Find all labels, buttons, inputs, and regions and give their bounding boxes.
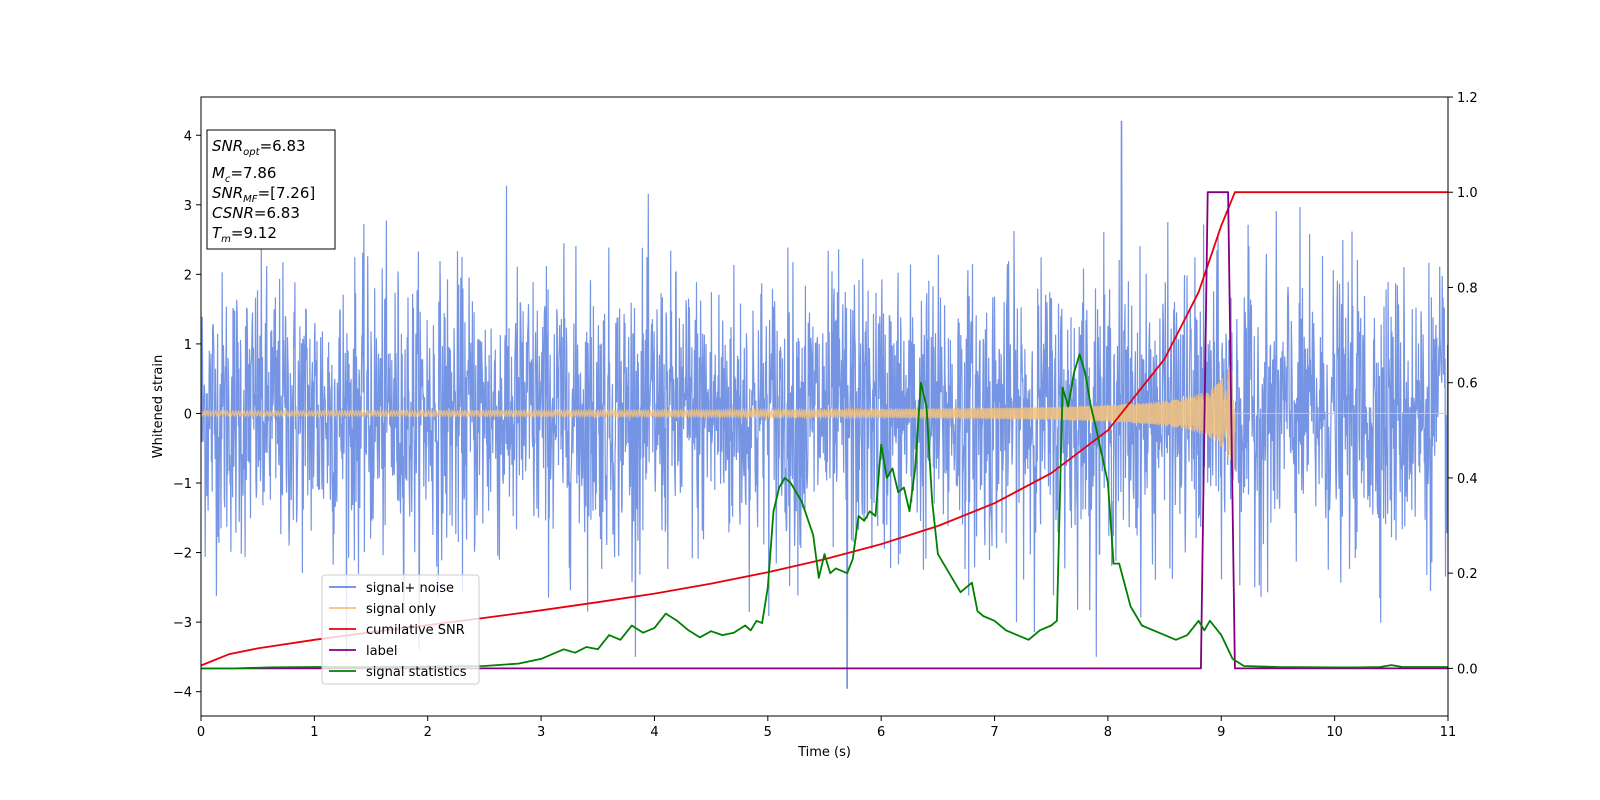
series-signal-statistics	[201, 353, 1448, 670]
right-y-tick-label: 0.2	[1457, 567, 1478, 582]
x-tick-label: 0	[197, 725, 205, 740]
left-y-tick-label: 2	[184, 268, 192, 283]
x-tick-label: 9	[1217, 725, 1225, 740]
y-axis-label: Whitened strain	[151, 355, 166, 458]
x-tick-label: 1	[310, 725, 318, 740]
left-y-tick-label: 0	[184, 407, 192, 422]
info-value: =9.12	[231, 224, 277, 242]
x-tick-label: 10	[1326, 725, 1343, 740]
x-tick-label: 7	[990, 725, 998, 740]
left-y-tick-label: 1	[184, 338, 192, 353]
right-y-tick-label: 0.4	[1457, 472, 1478, 487]
info-row: CSNR=6.83	[212, 204, 300, 222]
info-subscript: m	[221, 234, 231, 245]
x-tick-label: 8	[1104, 725, 1112, 740]
info-subscript: MF	[243, 194, 258, 205]
info-var: SNR	[212, 184, 243, 202]
left-y-tick-label: −1	[173, 477, 192, 492]
plot-frame	[200, 96, 1449, 717]
series-label	[201, 191, 1448, 670]
left-y-tick-label: 3	[184, 199, 192, 214]
info-row: Mc=7.86	[212, 164, 276, 185]
right-y-tick-label: 0.0	[1457, 662, 1478, 677]
legend-frame	[321, 574, 480, 685]
info-value: =7.86	[230, 164, 276, 182]
x-axis-ticks: 0 1 2 3 4 5 6 7 8 9 10 11	[197, 716, 1456, 740]
right-y-tick-label: 0.8	[1457, 281, 1478, 296]
info-row: Tm=9.12	[212, 224, 277, 245]
legend: signal+ noise signal only cumilative SNR la…	[321, 574, 480, 685]
info-value: =6.83	[254, 204, 300, 222]
left-y-tick-label: −2	[173, 547, 192, 562]
info-var: SNR	[212, 137, 243, 155]
x-tick-label: 4	[650, 725, 658, 740]
legend-entry: signal+ noise	[366, 581, 454, 596]
info-box-frame	[206, 129, 336, 250]
legend-entry: signal only	[366, 602, 436, 617]
info-row: SNRopt=6.83	[212, 137, 306, 158]
info-row: SNRMF=[7.26]	[212, 184, 315, 205]
right-y-tick-label: 1.0	[1457, 186, 1478, 201]
info-subscript: c	[225, 174, 231, 185]
legend-entry: label	[366, 644, 397, 659]
info-var: T	[212, 224, 223, 242]
info-value: =[7.26]	[258, 184, 316, 202]
x-tick-label: 5	[764, 725, 772, 740]
left-y-tick-label: −4	[173, 686, 192, 701]
series-signal-only	[201, 365, 1448, 471]
x-tick-label: 11	[1440, 725, 1457, 740]
legend-entry: cumilative SNR	[366, 623, 465, 638]
info-value: =6.83	[260, 137, 306, 155]
left-y-axis-ticks: −4 −3 −2 −1 0 1 2 3 4	[173, 129, 201, 701]
x-tick-label: 3	[537, 725, 545, 740]
series-signal-noise	[201, 120, 1448, 689]
left-y-tick-label: 4	[184, 129, 192, 144]
info-var: CSNR	[212, 204, 254, 222]
x-tick-label: 6	[877, 725, 885, 740]
right-y-axis-ticks: 0.0 0.2 0.4 0.6 0.8 1.0 1.2	[1448, 91, 1478, 677]
x-tick-label: 2	[424, 725, 432, 740]
info-var: M	[212, 164, 225, 182]
info-box: SNRopt=6.83Mc=7.86SNRMF=[7.26]CSNR=6.83T…	[206, 129, 336, 250]
left-y-tick-label: −3	[173, 616, 192, 631]
right-y-tick-label: 0.6	[1457, 377, 1478, 392]
x-axis-label: Time (s)	[797, 745, 851, 760]
info-subscript: opt	[243, 147, 260, 158]
right-y-tick-label: 1.2	[1457, 91, 1478, 106]
legend-entry: signal statistics	[366, 665, 467, 680]
